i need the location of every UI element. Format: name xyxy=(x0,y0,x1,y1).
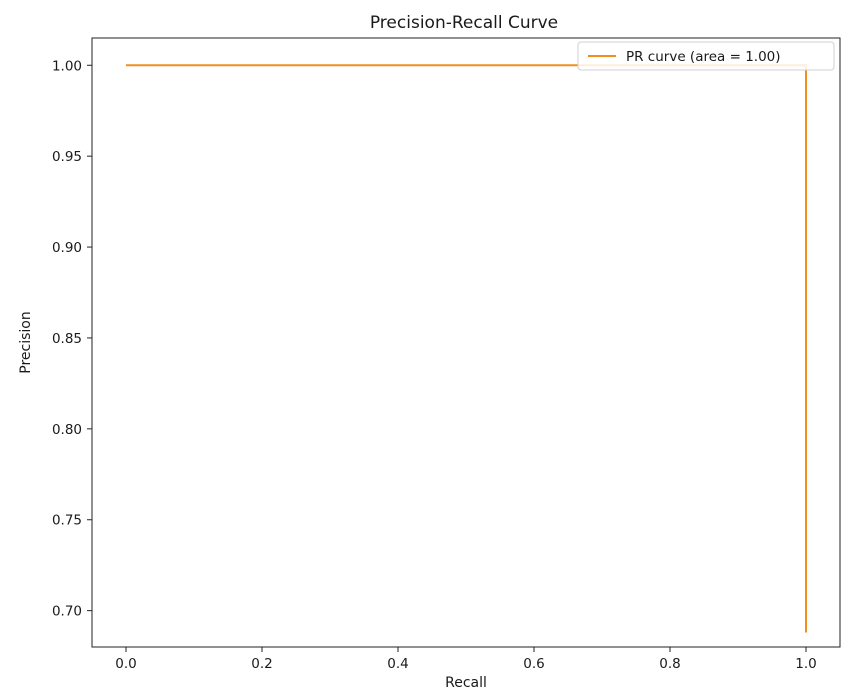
x-axis-ticks: 0.0 0.2 0.4 0.6 0.8 1.0 xyxy=(115,647,817,672)
x-tick-label: 0.2 xyxy=(251,656,272,672)
y-tick-label: 0.95 xyxy=(52,149,82,165)
x-tick-label: 0.4 xyxy=(387,656,408,672)
legend-box xyxy=(577,41,835,71)
y-tick-label: 1.00 xyxy=(52,58,82,74)
y-tick-label: 0.80 xyxy=(52,422,82,438)
legend: PR curve (area = 1.00) xyxy=(577,41,835,71)
y-axis-label: Precision xyxy=(18,311,34,373)
y-tick-label: 0.85 xyxy=(52,331,82,347)
x-axis-label: Recall xyxy=(445,675,487,691)
chart-title: Precision-Recall Curve xyxy=(370,13,558,33)
y-tick-label: 0.75 xyxy=(52,513,82,529)
x-tick-label: 0.6 xyxy=(523,656,544,672)
x-tick-label: 0.0 xyxy=(115,656,136,672)
y-tick-label: 0.70 xyxy=(52,604,82,620)
plot-area xyxy=(91,37,841,648)
x-tick-label: 0.8 xyxy=(659,656,680,672)
y-tick-label: 0.90 xyxy=(52,240,82,256)
y-axis-ticks: 0.70 0.75 0.80 0.85 0.90 0.95 1.00 xyxy=(52,58,92,620)
legend-entry: PR curve (area = 1.00) xyxy=(626,49,781,65)
x-tick-label: 1.0 xyxy=(795,656,816,672)
